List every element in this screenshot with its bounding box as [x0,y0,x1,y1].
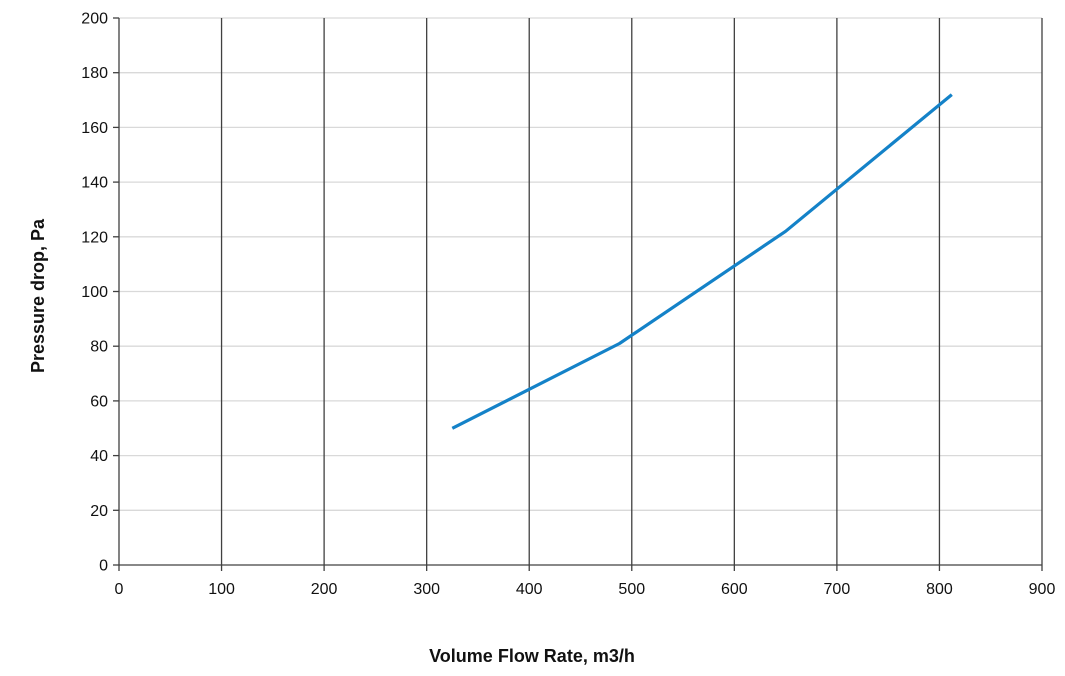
vertical-gridlines [220,18,1043,565]
y-tick-label: 20 [90,503,108,520]
y-tick-label: 40 [90,448,108,465]
x-tick-label: 200 [311,581,338,598]
series-line [451,93,953,430]
y-tick-label: 140 [81,175,108,192]
series-layer [451,93,953,430]
x-tick-label: 700 [824,581,851,598]
x-tick-label: 300 [413,581,440,598]
y-tick-label: 80 [90,339,108,356]
x-axis-ticks: 0 100 200 300 400 500 600 700 800 900 [115,565,1056,598]
x-tick-label: 400 [516,581,543,598]
x-tick-label: 100 [208,581,235,598]
y-tick-label: 180 [81,65,108,82]
y-tick-label: 100 [81,284,108,301]
x-tick-label: 500 [618,581,645,598]
x-tick-label: 600 [721,581,748,598]
y-axis-title: Pressure drop, Pa [28,218,48,373]
x-tick-label: 0 [115,581,124,598]
x-tick-label: 900 [1029,581,1056,598]
horizontal-gridlines [119,17,1042,511]
y-tick-label: 60 [90,393,108,410]
y-tick-label: 160 [81,120,108,137]
x-tick-label: 800 [926,581,953,598]
y-tick-label: 0 [99,558,108,575]
y-tick-label: 200 [81,11,108,28]
y-axis-ticks: 0 20 40 60 80 100 120 140 160 180 200 [81,11,119,575]
x-axis-title: Volume Flow Rate, m3/h [429,646,635,666]
y-tick-label: 120 [81,229,108,246]
